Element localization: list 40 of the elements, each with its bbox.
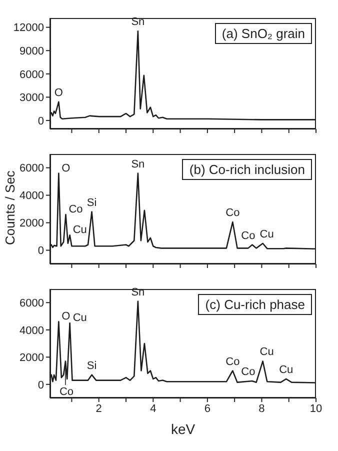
annotation: O xyxy=(62,310,71,323)
annotation: Cu xyxy=(260,346,274,358)
y-tick-label: 4000 xyxy=(20,190,44,202)
annotation: Co xyxy=(226,207,240,220)
y-tick-label: 2000 xyxy=(20,218,44,230)
text: (b) Co-rich inclusion xyxy=(182,159,312,180)
y-tick-label: 4000 xyxy=(20,324,44,337)
annotation: Co xyxy=(241,230,256,242)
annotation: O xyxy=(54,86,64,99)
x-tick-label: 4 xyxy=(150,402,156,415)
annotation: Co xyxy=(241,366,256,378)
text: (c) Cu-rich phase xyxy=(198,294,312,315)
y-tick-label: 0 xyxy=(38,115,44,128)
x-tick-label: 10 xyxy=(310,402,322,415)
annotation: Cu xyxy=(72,312,87,324)
y-tick-label: 6000 xyxy=(20,298,44,310)
y-tick-label: 9000 xyxy=(20,46,44,58)
y-tick-label: 6000 xyxy=(20,162,44,175)
annotation: Sn xyxy=(131,158,145,170)
y-tick-label: 0 xyxy=(38,245,44,258)
x-axis-title: keV xyxy=(170,421,196,437)
annotation: Co xyxy=(68,204,83,216)
x-tick-label: 8 xyxy=(258,402,265,415)
y-tick-label: 3000 xyxy=(20,92,44,104)
annotation: Si xyxy=(86,196,97,209)
annotation: Si xyxy=(86,360,97,372)
annotation: Cu xyxy=(260,228,274,240)
y-tick-label: 6000 xyxy=(20,68,44,81)
x-tick-label: 6 xyxy=(204,402,210,415)
y-axis-title: Counts / Sec xyxy=(2,170,18,245)
annotation: O xyxy=(62,162,71,174)
y-tick-label: 12000 xyxy=(13,22,44,34)
y-tick-label: 0 xyxy=(38,379,44,392)
annotation: Cu xyxy=(279,364,294,376)
annotation: Co xyxy=(226,356,240,368)
x-tick-label: 2 xyxy=(96,402,102,415)
annotation: Co xyxy=(59,386,74,398)
text: (a) SnO₂ grain xyxy=(214,23,312,44)
annotation: Cu xyxy=(72,224,87,236)
y-tick-label: 2000 xyxy=(20,352,44,364)
